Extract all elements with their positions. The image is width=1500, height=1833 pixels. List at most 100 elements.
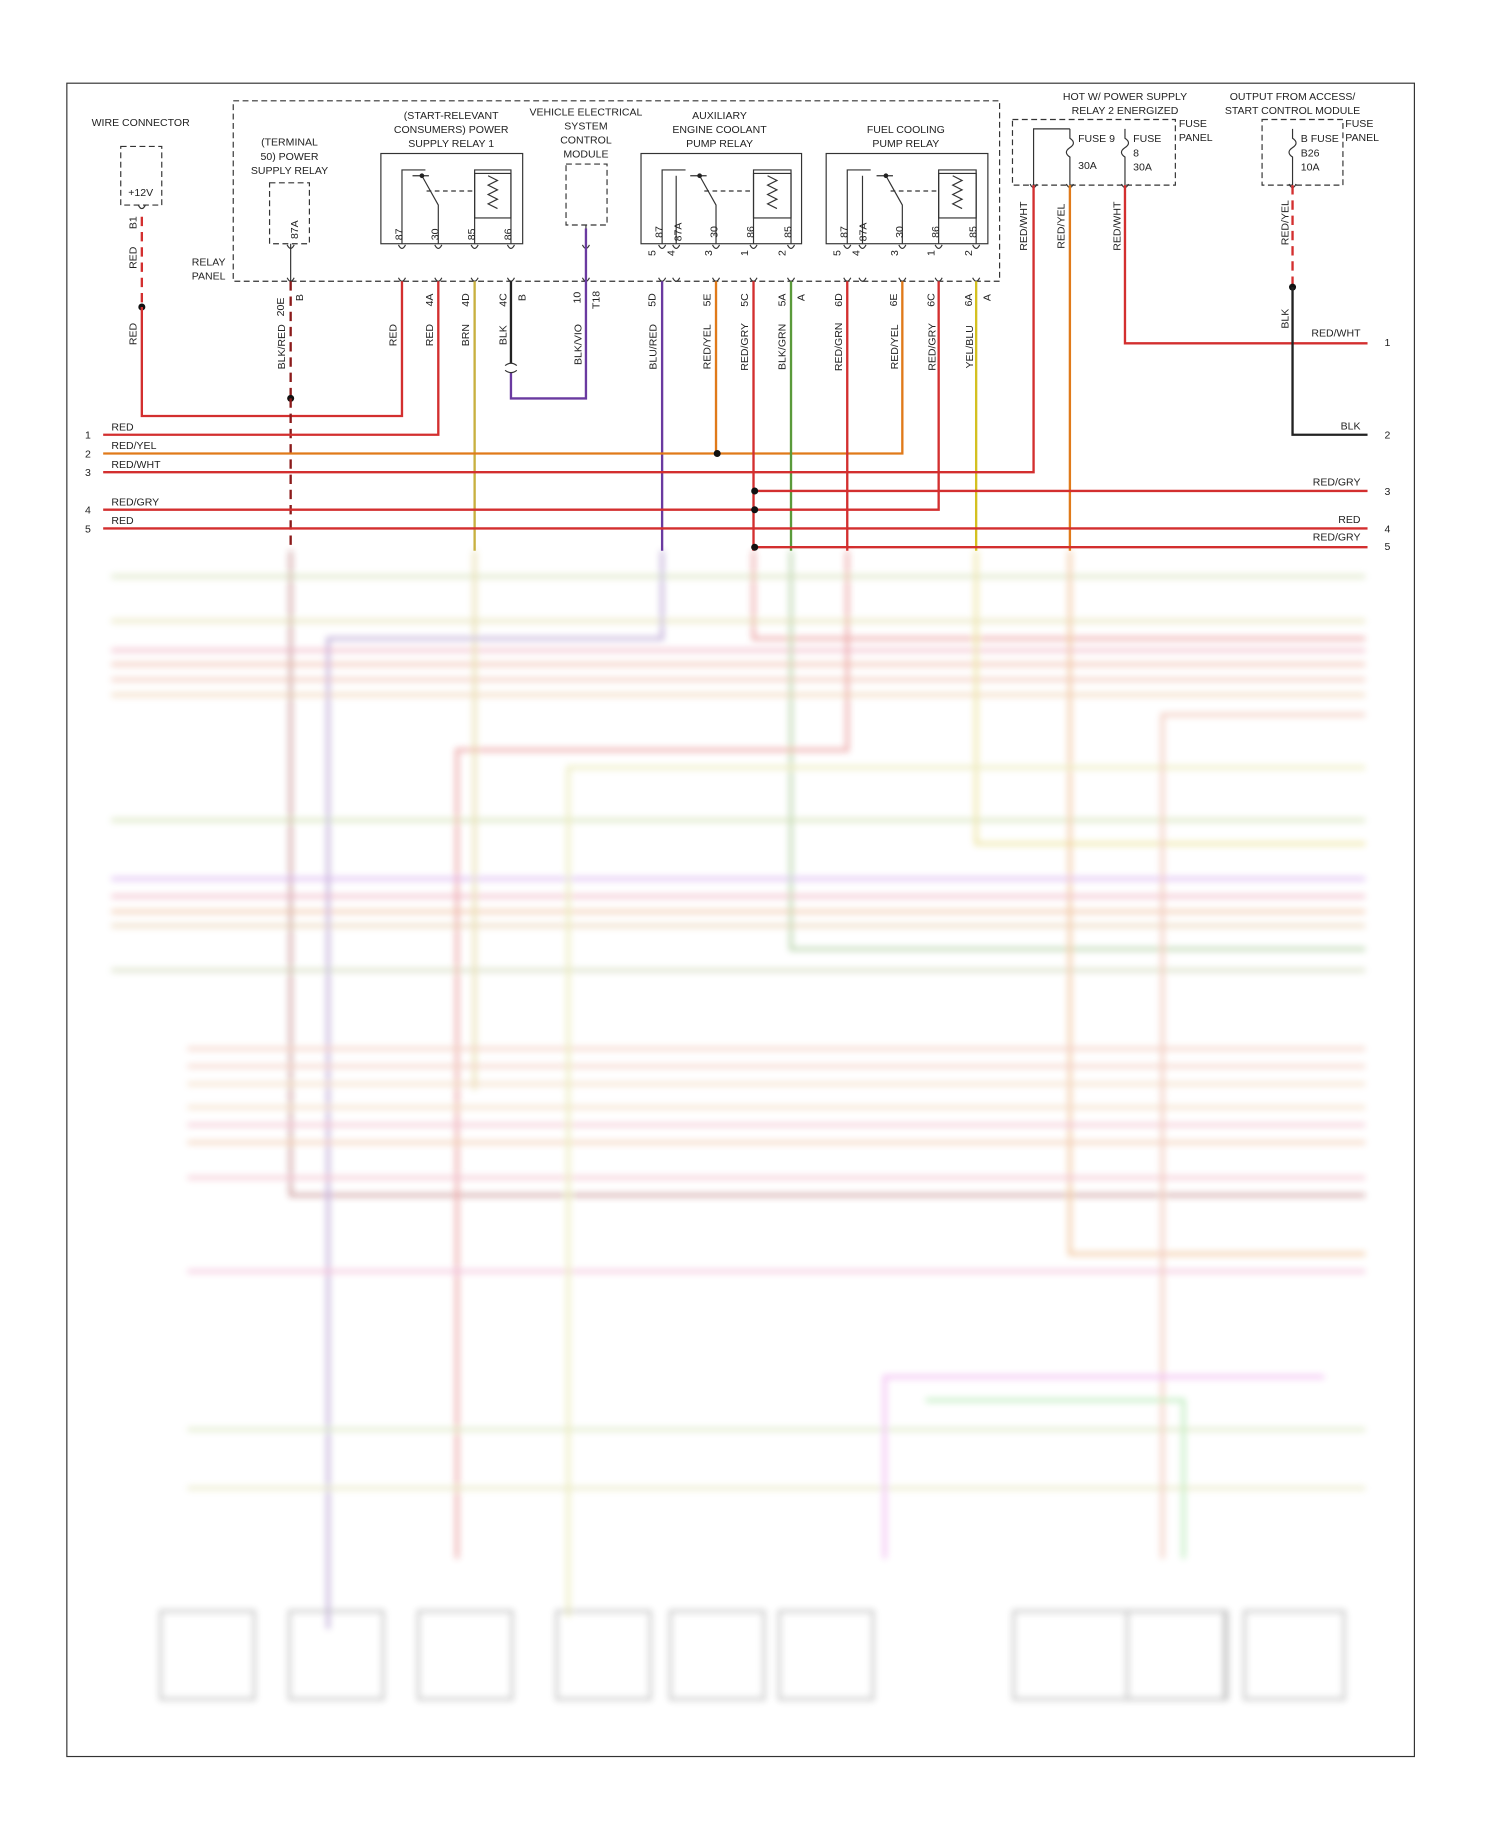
label: 8 (1133, 147, 1139, 159)
label: RED/GRN (833, 323, 845, 372)
label: RED (424, 324, 436, 347)
label: +12V (128, 187, 153, 199)
label: BLU/RED (648, 324, 660, 370)
relay-box (825, 152, 989, 245)
label: 87 (654, 226, 666, 238)
contact (419, 173, 425, 179)
label: 85 (782, 226, 794, 238)
relay-coil (938, 169, 977, 244)
wire (103, 281, 904, 455)
faded-component (1012, 1610, 1226, 1701)
wire (140, 281, 404, 418)
label: 2 (777, 250, 789, 256)
label: 6C (925, 293, 937, 307)
wire (103, 281, 940, 511)
label: 10 (572, 292, 584, 304)
faded-component (159, 1610, 256, 1701)
pin (434, 244, 443, 249)
pin (658, 244, 667, 249)
label: SUPPLY RELAY 1 (408, 138, 494, 150)
module-box (565, 163, 608, 226)
label: RED (111, 421, 134, 433)
faded-component (1126, 1610, 1229, 1701)
wires (103, 185, 1368, 551)
pin (470, 244, 479, 249)
label: RED/GRY (111, 496, 159, 508)
label: 6E (888, 294, 900, 307)
wire (509, 228, 588, 400)
faded-component (288, 1610, 385, 1701)
label: BRN (460, 324, 472, 346)
faded-wire (1068, 550, 1366, 1256)
relay-box (268, 182, 310, 245)
label: RED/YEL (702, 324, 714, 369)
label: T18 (590, 291, 602, 309)
wire (103, 281, 440, 436)
faded-wire (974, 550, 1366, 846)
label: 5D (647, 293, 659, 307)
pin (786, 244, 796, 249)
label: AUXILIARY (692, 110, 747, 122)
label: RED/GRY (1313, 477, 1361, 489)
label: 6A (963, 294, 975, 307)
frame (66, 82, 1415, 1758)
label: RED (1338, 514, 1361, 526)
pin (672, 244, 681, 249)
label: ENGINE COOLANT (672, 124, 767, 136)
label: 1 (1385, 337, 1391, 349)
label: CONTROL (560, 134, 612, 146)
label: WIRE CONNECTOR (92, 117, 190, 129)
label: 4 (85, 505, 91, 517)
label: 4D (460, 293, 472, 307)
label: SUPPLY RELAY (251, 165, 328, 177)
faded-component (669, 1610, 766, 1701)
label: RED/GRY (739, 323, 751, 371)
pin (137, 204, 146, 210)
label: 30A (1078, 160, 1097, 172)
relay-coil (474, 169, 512, 244)
wire-connector-box (120, 145, 163, 206)
pin (843, 244, 852, 249)
label: 1 (739, 250, 751, 256)
label: RED/YEL (111, 440, 156, 452)
label: 87A (672, 223, 684, 242)
faded-wire (566, 765, 1366, 1618)
label: FUSE 9 (1078, 133, 1115, 145)
pin (672, 277, 681, 282)
pin (934, 244, 943, 249)
label: 4 (1385, 523, 1391, 535)
splice (751, 543, 759, 551)
label: 3 (889, 250, 901, 256)
label: 2 (1385, 430, 1391, 442)
label: 4C (498, 293, 510, 307)
label: RED/WHT (1112, 201, 1124, 251)
label: RED/WHT (111, 459, 161, 471)
label: RED (111, 515, 134, 527)
label: 10A (1301, 161, 1320, 173)
relay-box (640, 152, 803, 245)
faded-wire (455, 550, 850, 1559)
wire (1123, 185, 1368, 345)
fuse-panel-box (1261, 118, 1344, 186)
label: 5C (739, 293, 751, 307)
label: BLK/GRN (777, 324, 789, 370)
label: 87A (857, 223, 869, 242)
label: A (982, 294, 994, 301)
label: 3 (1385, 486, 1391, 498)
blurred-lower-section (111, 550, 1366, 1701)
label: BLK/VIO (573, 324, 585, 365)
label: (TERMINAL (261, 137, 318, 149)
label: 3 (85, 467, 91, 479)
label: RED (127, 246, 139, 269)
fuse (1065, 128, 1074, 186)
pin (749, 244, 758, 249)
wire (103, 185, 1035, 474)
coil-box (752, 172, 792, 219)
label: PANEL (192, 270, 226, 282)
label: BLK (1341, 420, 1361, 432)
label: RED/YEL (1279, 200, 1291, 245)
coil-box (938, 172, 977, 219)
label: 85 (466, 228, 478, 240)
label: RED/GRY (927, 323, 939, 371)
faded-wire (789, 550, 1366, 951)
